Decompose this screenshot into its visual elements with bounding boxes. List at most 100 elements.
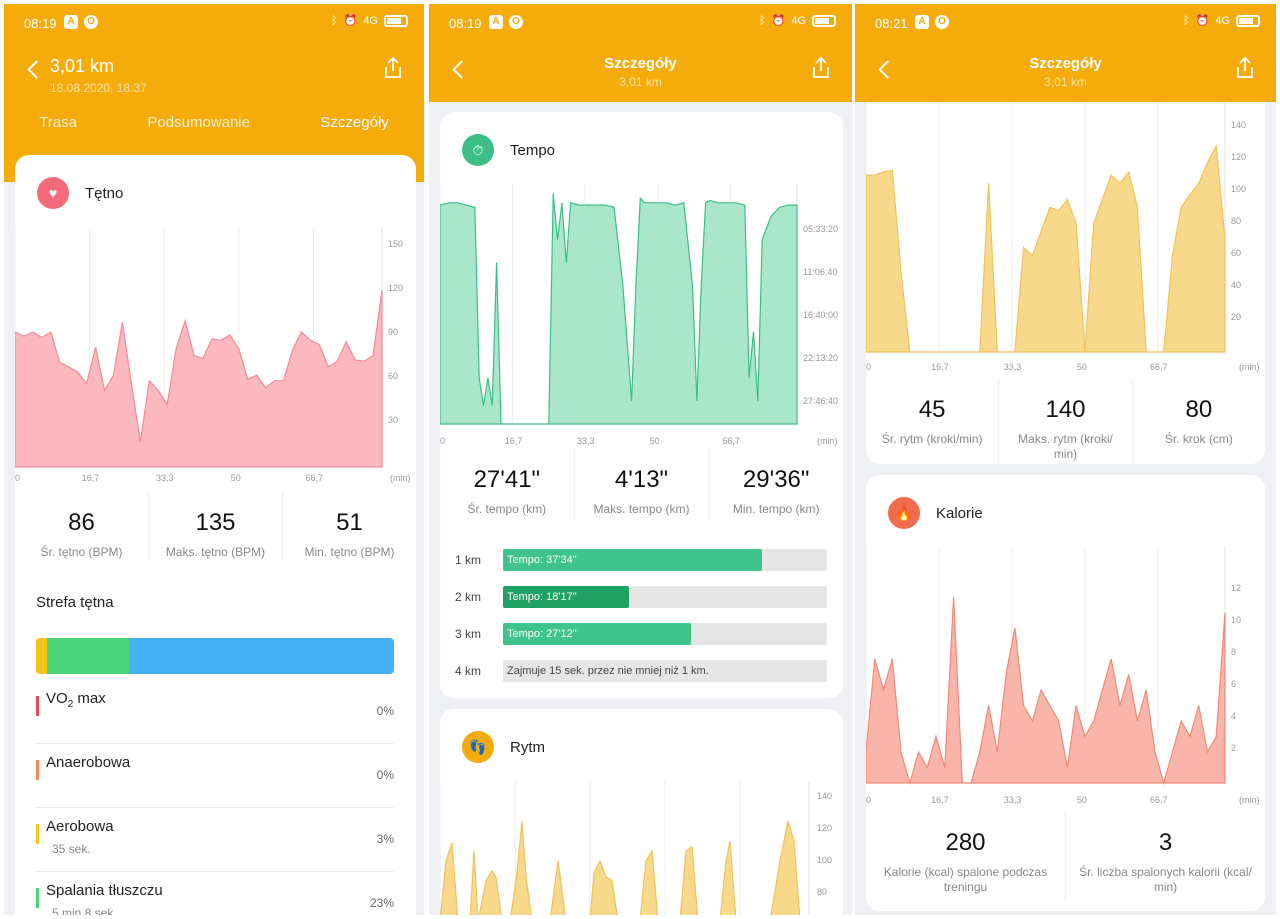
y-tick-label: 16:40:00: [803, 310, 838, 320]
x-tick-label: 33,3: [156, 473, 174, 483]
y-tick-label: 80: [1231, 216, 1241, 226]
heart-rate-chart: 150 120 90 60 30 0 16,7 33,3 50 66,7 (min): [15, 227, 416, 489]
y-tick-label: 22:13:20: [803, 353, 838, 363]
y-tick-label: 80: [817, 887, 827, 897]
km-split-row: 2 km Tempo: 18'17": [455, 586, 827, 608]
stat-total-calories: 280 Kalorie (kcal) spalone podczas treni…: [866, 811, 1066, 901]
km-progress-track: Zajmuje 15 sek. przez nie mniej niż 1 km…: [503, 660, 827, 682]
zone-color-marker: [36, 760, 39, 780]
zone-name: Spalania tłuszczu: [46, 882, 163, 899]
stat-label: Śr. rytm (kroki/min): [881, 432, 983, 446]
y-tick-label: 150: [388, 239, 403, 249]
stat-max: 135 Maks. tętno (BPM): [149, 491, 283, 561]
share-button[interactable]: [1234, 56, 1256, 80]
km-progress-fill: Tempo: 27'12": [503, 623, 691, 645]
stat-value: 27'41": [473, 466, 541, 493]
zone-row: Spalania tłuszczu 5 min 8 sek. 23%: [36, 872, 394, 915]
zone-row: Aerobowa 35 sek. 3%: [36, 808, 394, 872]
calories-card: 🔥 Kalorie 12 10 8 6 4 2 0 16,7 33,3 50 66,7 (min) 2…: [866, 475, 1265, 911]
km-progress-track: Tempo: 37'34": [503, 549, 827, 571]
tab-details[interactable]: Szczegóły: [320, 114, 389, 131]
card-header: 🔥 Kalorie: [888, 497, 983, 529]
panel-details-cadence: 08:21 A O ᛒ ⏰ 4G Szczegóły 3,01 km 140 12…: [855, 4, 1276, 915]
stat-max: 4'13" Maks. tempo (km): [575, 448, 710, 520]
y-tick-label: 30: [388, 415, 398, 425]
footprints-icon: 👣: [462, 731, 494, 763]
cadence-card: 140 120 100 80 60 40 20 0 16,7 33,3 50 66,7 (min) 45…: [866, 102, 1265, 464]
stopwatch-icon: ⏱: [462, 134, 494, 166]
status-icons: ᛒ ⏰ 4G: [331, 14, 408, 27]
signal-icon: 4G: [363, 14, 378, 27]
bluetooth-icon: ᛒ: [759, 14, 766, 27]
km-label: 4 km: [455, 664, 482, 678]
status-icons: ᛒ ⏰ 4G: [1183, 14, 1260, 27]
zone-percent: 23%: [369, 896, 394, 910]
tempo-card: ⏱ Tempo 05:33:20 11:06:40 16:40:00 22:13:20…: [440, 112, 843, 698]
x-tick-label: 16,7: [931, 362, 949, 372]
x-tick-label: 0: [866, 362, 871, 372]
bluetooth-icon: ᛒ: [1183, 14, 1190, 27]
stat-label: Min. tętno (BPM): [304, 545, 395, 559]
y-tick-label: 27:46:40: [803, 396, 838, 406]
km-label: 2 km: [455, 590, 482, 604]
x-tick-label: 66,7: [306, 473, 324, 483]
status-bar: 08:21 A O ᛒ ⏰ 4G: [855, 4, 1276, 40]
zone-segment: [129, 638, 394, 674]
y-tick-label: 140: [1231, 120, 1246, 130]
notification-circle-icon: O: [84, 15, 98, 29]
stat-value: 135: [195, 509, 236, 536]
share-button[interactable]: [382, 56, 404, 80]
alarm-icon: ⏰: [343, 15, 358, 27]
km-progress-track: Tempo: 18'17": [503, 586, 827, 608]
cadence-chart-partial-svg: 140 120 100 80: [440, 781, 832, 915]
x-tick-label: 33,3: [1004, 795, 1022, 805]
y-tick-label: 120: [388, 283, 403, 293]
page-title: Szczegóły: [604, 55, 677, 72]
x-tick-label: 66,7: [1150, 795, 1168, 805]
stat-min: 51 Min. tętno (BPM): [283, 491, 416, 561]
km-progress-fill: Tempo: 18'17": [503, 586, 630, 608]
y-tick-label: 2: [1231, 743, 1236, 753]
share-button[interactable]: [810, 56, 832, 80]
share-icon: [1237, 56, 1253, 78]
status-icons: ᛒ ⏰ 4G: [759, 14, 836, 27]
signal-icon: 4G: [1215, 14, 1230, 27]
panel-summary: 08:19 A O ᛒ ⏰ 4G 3,01 km 18.08.2020, 18:…: [4, 4, 424, 915]
km-split-row: 3 km Tempo: 27'12": [455, 623, 827, 645]
stat-value: 80: [1185, 396, 1213, 423]
zone-bar: [36, 638, 394, 674]
page-subtitle: 3,01 km: [1044, 75, 1087, 89]
y-tick-label: 4: [1231, 711, 1236, 721]
battery-icon: [1236, 14, 1260, 27]
stat-label: Kalorie (kcal) spalone podczas treningu: [883, 865, 1048, 894]
zone-row: VO2 max 0%: [36, 680, 394, 744]
card-header: ⏱ Tempo: [462, 134, 555, 166]
tab-summary[interactable]: Podsumowanie: [147, 114, 250, 131]
tab-route[interactable]: Trasa: [39, 114, 77, 131]
stat-avg-calories: 3 Śr. liczba spalonych kalorii (kcal/ mi…: [1066, 811, 1265, 901]
zone-percent: 3%: [376, 832, 394, 846]
heart-rate-stats: 86 Śr. tętno (BPM) 135 Maks. tętno (BPM)…: [15, 491, 416, 561]
alarm-icon: ⏰: [1195, 15, 1210, 27]
x-tick-label: 16,7: [82, 473, 100, 483]
card-title: Rytm: [510, 738, 545, 756]
x-tick-label: 50: [1077, 362, 1087, 372]
km-label: 3 km: [455, 627, 482, 641]
stat-value: 140: [1045, 396, 1086, 423]
card-title: Kalorie: [936, 504, 983, 522]
km-split-row: 4 km Zajmuje 15 sek. przez nie mniej niż …: [455, 660, 827, 682]
back-button[interactable]: [24, 54, 44, 84]
km-split-row: 1 km Tempo: 37'34": [455, 549, 827, 571]
page-title: 3,01 km: [50, 56, 115, 76]
stat-label: Min. tempo (km): [732, 502, 820, 516]
x-tick-label: 33,3: [1004, 362, 1022, 372]
stat-value: 86: [68, 509, 95, 536]
stat-label: Śr. tempo (km): [467, 502, 547, 516]
status-bar: 08:19 A O ᛒ ⏰ 4G: [4, 4, 424, 40]
tempo-chart-svg: 05:33:20 11:06:40 16:40:00 22:13:20 27:46:40…: [440, 184, 838, 446]
zone-row: Anaerobowa 0%: [36, 744, 394, 808]
battery-icon: [812, 14, 836, 27]
stat-avg-cadence: 45 Śr. rytm (kroki/min): [866, 378, 1000, 464]
area-series: [866, 144, 1226, 353]
calories-stats: 280 Kalorie (kcal) spalone podczas treni…: [866, 811, 1265, 901]
